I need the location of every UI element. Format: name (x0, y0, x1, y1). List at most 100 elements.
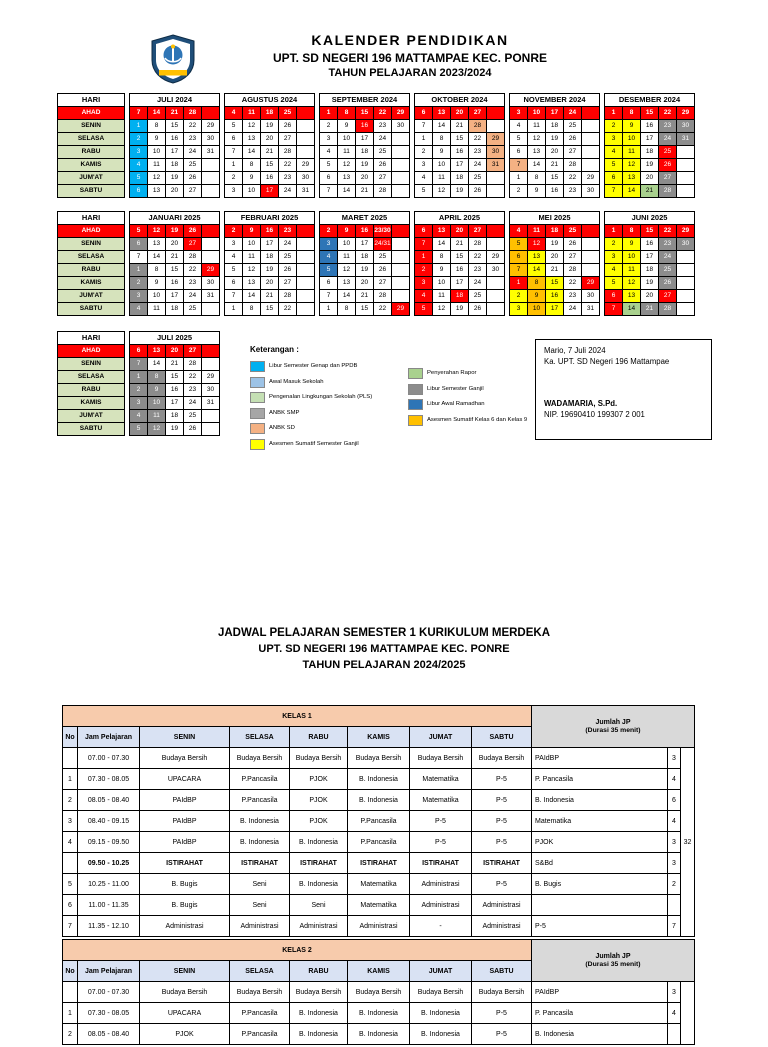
period-number (62, 852, 78, 874)
date-cell: 10 (622, 132, 641, 146)
jp-count: 2 (667, 873, 681, 895)
date-cell: 4 (509, 119, 528, 133)
date-cell: 21 (355, 289, 374, 303)
date-cell: 19 (355, 263, 374, 277)
date-cell: 28 (658, 184, 677, 198)
date-cell (486, 119, 505, 133)
date-cell: 9 (147, 132, 166, 146)
subject-cell: Budaya Bersih (229, 981, 290, 1003)
date-cell: 6 (129, 344, 148, 358)
date-cell: 18 (260, 106, 279, 120)
subject-cell: P.Pancasila (229, 1023, 290, 1045)
date-cell (391, 132, 410, 146)
legend-label: Penyerahan Rapor (427, 370, 477, 377)
date-cell: 14 (147, 357, 166, 371)
date-cell: 7 (129, 250, 148, 264)
date-cell: 11 (147, 409, 166, 423)
hari-table: HARI AHAD SENIN SELASA RABU KAMIS JUM'AT SABTU (57, 211, 125, 316)
date-cell: 20 (165, 237, 184, 251)
subject-cell: Budaya Bersih (229, 747, 290, 769)
date-cell: 13 (622, 289, 641, 303)
date-cell: 28 (373, 289, 392, 303)
date-cell: 27 (373, 276, 392, 290)
page-title: KALENDER PENDIDIKAN (311, 32, 509, 48)
column-header: KAMIS (347, 726, 410, 748)
jp-count: 4 (667, 810, 681, 832)
subject-cell: UPACARA (139, 1002, 230, 1024)
month-calendar: FEBRUARI 2025 2 9 16 23 3 10 17 24 4 11 18 25 5 12 19 26… (224, 211, 315, 316)
date-cell: 18 (545, 224, 564, 238)
jp-count: 4 (667, 1002, 681, 1024)
date-cell: 23 (468, 263, 487, 277)
day-label: JUM'AT (57, 171, 125, 185)
date-cell (581, 132, 600, 146)
date-cell: 13 (147, 237, 166, 251)
legend-item: ANBK SD (250, 423, 392, 434)
date-cell: 26 (278, 263, 297, 277)
date-cell: 2 (129, 383, 148, 397)
date-cell: 4 (129, 409, 148, 423)
column-header: JUMAT (409, 726, 472, 748)
date-cell: 23 (658, 237, 677, 251)
date-cell: 27 (658, 289, 677, 303)
date-cell: 1 (319, 302, 338, 316)
date-cell: 5 (414, 302, 433, 316)
date-cell: 25 (183, 409, 202, 423)
time-slot: 08.05 - 08.40 (77, 789, 140, 811)
date-cell: 20 (260, 276, 279, 290)
date-cell: 7 (224, 145, 243, 159)
date-cell: 19 (355, 158, 374, 172)
legend-label: Libur Semester Genap dan PPDB (269, 363, 358, 370)
date-cell: 20 (165, 344, 184, 358)
day-label: KAMIS (57, 276, 125, 290)
date-cell: 30 (676, 237, 695, 251)
date-cell: 24 (658, 132, 677, 146)
date-cell (296, 302, 315, 316)
date-cell: 11 (432, 171, 451, 185)
date-cell: 12 (242, 119, 261, 133)
date-cell: 15 (260, 302, 279, 316)
time-slot: 07.00 - 07.30 (77, 747, 140, 769)
jumlah-jp-header: Jumlah JP (Durasi 35 menit) (531, 705, 695, 748)
schedule-row: 07.00 - 07.30 Budaya Bersih Budaya Bersih B… (62, 981, 695, 1045)
date-cell: 26 (563, 132, 582, 146)
month-name: SEPTEMBER 2024 (319, 93, 410, 107)
date-cell: 20 (260, 132, 279, 146)
time-slot: 08.40 - 09.15 (77, 810, 140, 832)
schedule-row: 6 11.00 - 11.35 B. Bugis Seni Seni Matematika… (62, 894, 695, 916)
date-cell: 19 (450, 302, 469, 316)
subject-cell: B. Bugis (139, 873, 230, 895)
column-header: No (62, 960, 78, 982)
date-cell: 17 (545, 302, 564, 316)
date-cell (296, 237, 315, 251)
legend-item: Pengenalan Lingkungan Sekolah (PLS) (250, 392, 392, 403)
date-cell: 30 (201, 276, 220, 290)
date-cell: 2 (224, 171, 243, 185)
date-cell: 12 (622, 276, 641, 290)
date-cell: 19 (545, 132, 564, 146)
subject-cell: Budaya Bersih (289, 747, 348, 769)
date-cell: 12 (147, 224, 166, 238)
date-cell: 14 (147, 250, 166, 264)
date-cell: 6 (509, 250, 528, 264)
jadwal-tables: KELAS 1 Jumlah JP (Durasi 35 menit) No Jam P… (62, 705, 695, 1047)
jadwal-title-line3: TAHUN PELAJARAN 2024/2025 (302, 659, 466, 671)
date-cell: 23 (278, 224, 297, 238)
subject-cell: B. Indonesia (347, 768, 410, 790)
subject-cell: P-5 (471, 1023, 532, 1045)
legend-label: ANBK SMP (269, 409, 300, 416)
schedule-row: 09.50 - 10.25 ISTIRAHAT ISTIRAHAT ISTIRAHAT… (62, 852, 695, 874)
column-header: SABTU (471, 960, 532, 982)
subject-cell: Administrasi (289, 915, 348, 937)
subject-cell: P-5 (471, 810, 532, 832)
date-cell: 22 (563, 276, 582, 290)
date-cell: 10 (432, 276, 451, 290)
page-header: KALENDER PENDIDIKAN UPT. SD NEGERI 196 M… (60, 32, 760, 79)
date-cell: 15 (640, 224, 659, 238)
date-cell: 4 (604, 145, 623, 159)
signature-box: Mario, 7 Juli 2024 Ka. UPT. SD Negeri 19… (535, 339, 712, 440)
date-cell (296, 106, 315, 120)
date-cell: 23/30 (373, 224, 392, 238)
day-label: KAMIS (57, 158, 125, 172)
date-cell: 2 (604, 119, 623, 133)
